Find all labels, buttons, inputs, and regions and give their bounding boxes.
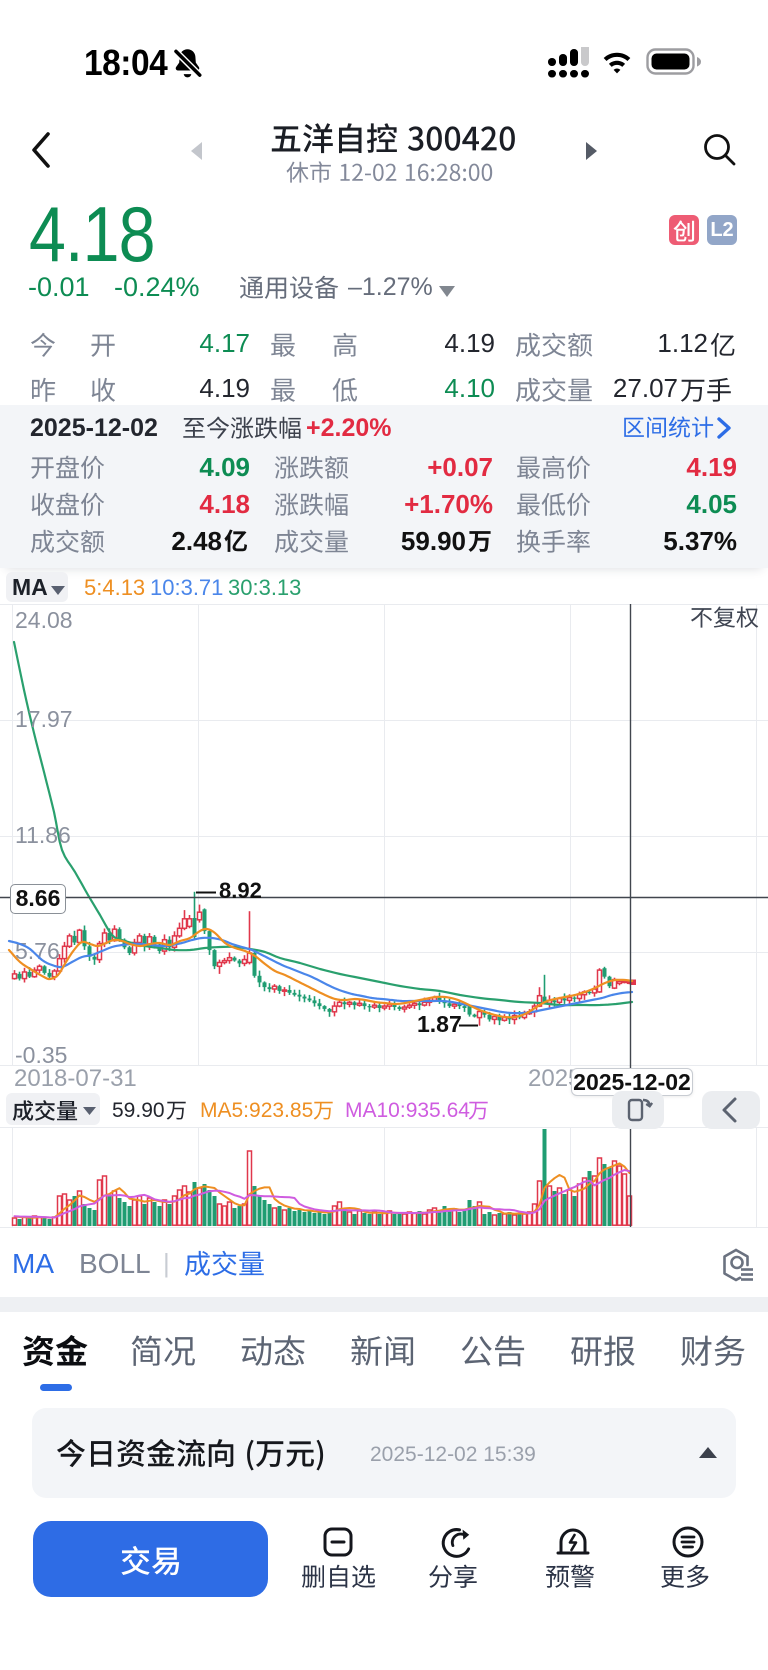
svg-text:5.76: 5.76 bbox=[15, 938, 60, 964]
